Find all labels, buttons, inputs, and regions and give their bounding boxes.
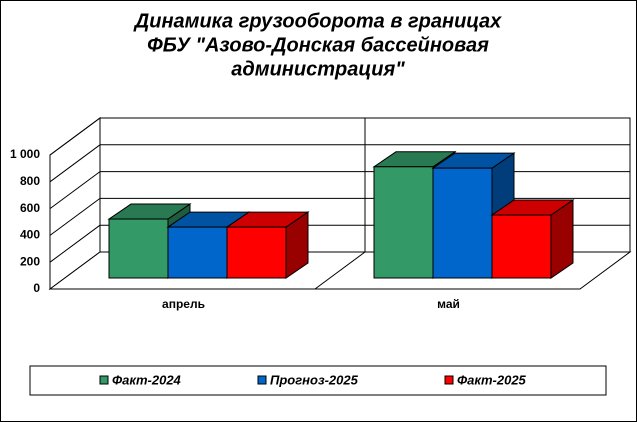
grid-line <box>49 117 101 156</box>
grid-line <box>49 171 101 210</box>
title-line: ФБУ "Азово-Донская бассейновая <box>147 34 489 56</box>
legend-label: Прогноз-2025 <box>270 372 359 387</box>
legend-swatch <box>444 375 454 385</box>
grid-line <box>49 224 101 263</box>
legend-label: Факт-2025 <box>457 372 527 387</box>
x-tick-label: май <box>437 297 460 311</box>
bar <box>373 166 434 279</box>
title-line: администрация" <box>231 58 405 80</box>
bar <box>491 214 552 279</box>
legend-swatch <box>99 375 109 385</box>
bar <box>226 226 287 279</box>
legend-swatch <box>257 375 267 385</box>
y-tick-label: 800 <box>20 174 40 188</box>
y-tick-label: 600 <box>20 201 40 215</box>
y-tick-label: 1 000 <box>10 147 40 161</box>
title-line: Динамика грузооборота в границах <box>133 10 502 32</box>
category-divider <box>314 251 366 290</box>
bar <box>432 167 493 279</box>
legend-label: Факт-2024 <box>112 372 182 387</box>
y-tick-label: 200 <box>20 254 40 268</box>
grid-line <box>49 144 101 183</box>
bar <box>167 226 228 279</box>
x-tick-label: апрель <box>162 297 205 311</box>
bar <box>108 218 169 279</box>
legend <box>29 365 607 396</box>
grid-line <box>49 197 101 236</box>
y-tick-label: 0 <box>33 281 40 295</box>
y-tick-label: 400 <box>20 228 40 242</box>
